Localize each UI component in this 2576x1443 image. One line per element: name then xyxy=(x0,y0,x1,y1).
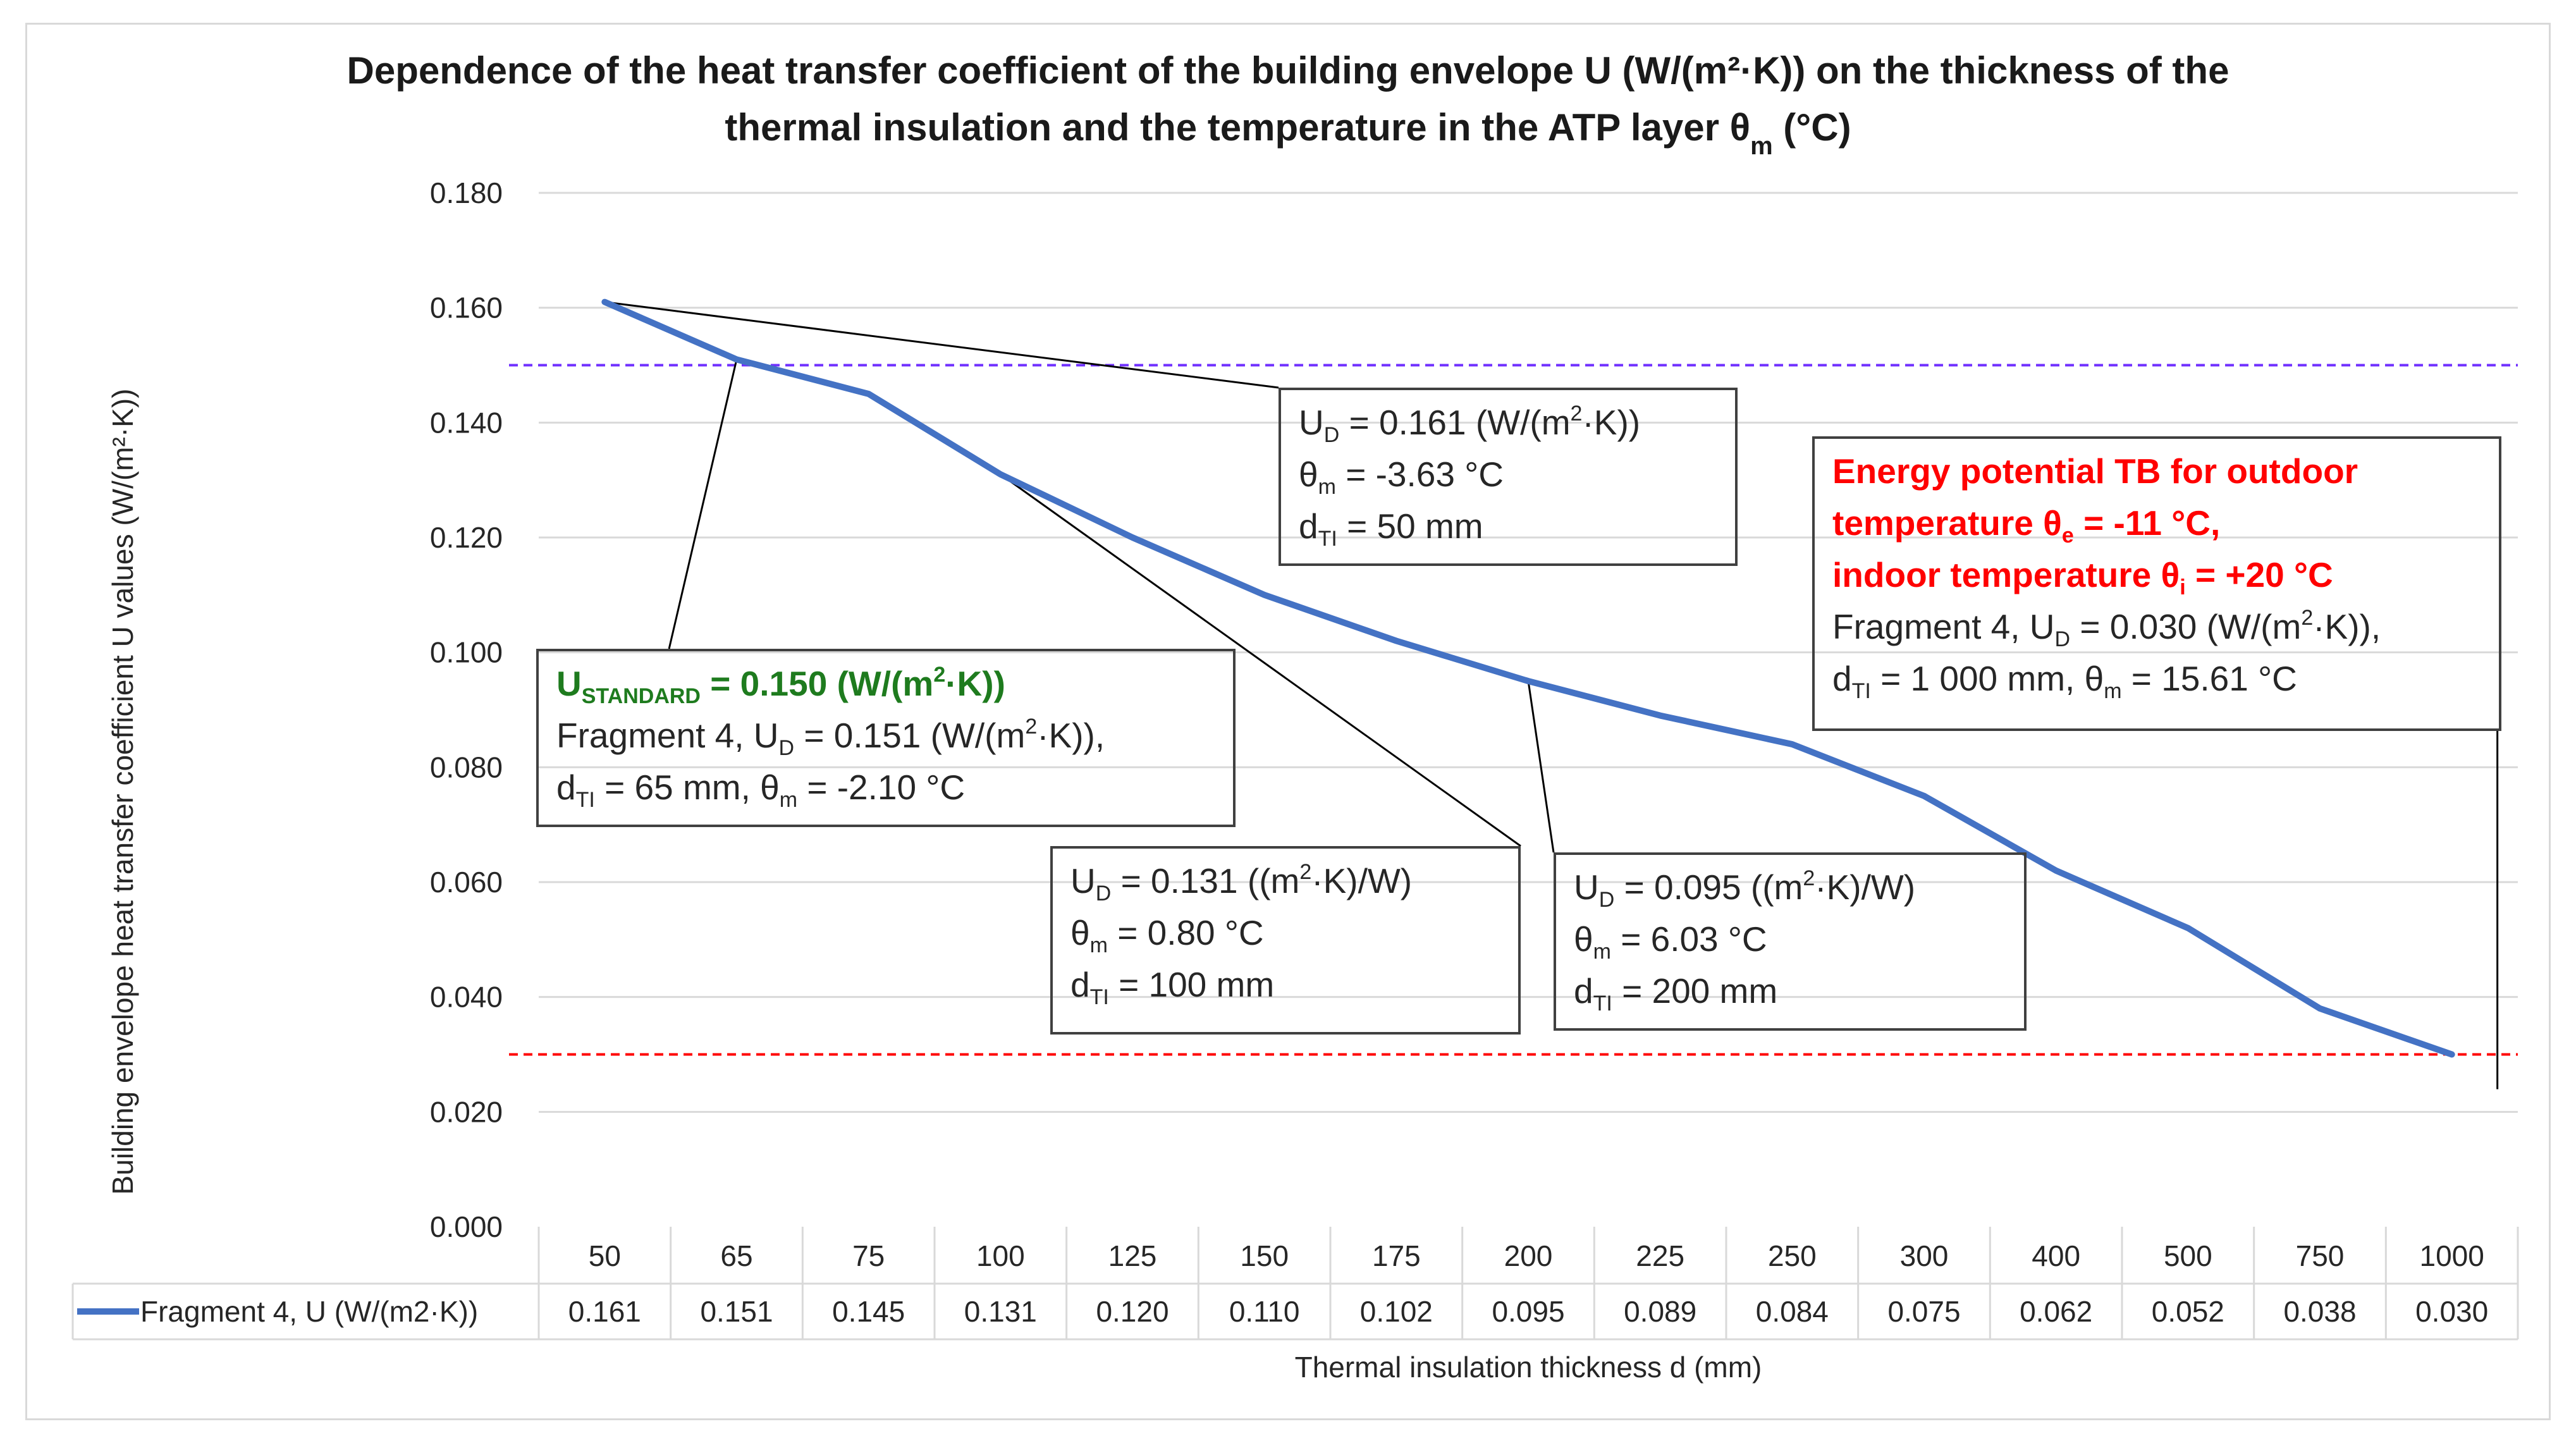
data-point xyxy=(1922,794,1926,798)
annotation-leader xyxy=(604,301,1279,389)
y-tick-label: 0.020 xyxy=(430,1095,503,1128)
annotation-line: indoor temperature θi = +20 °C xyxy=(1832,555,2333,599)
data-label: 0.030 xyxy=(2415,1295,2488,1328)
data-label: 0.102 xyxy=(1360,1295,1433,1328)
x-tick-label: 250 xyxy=(1768,1239,1817,1272)
y-tick-label: 0.140 xyxy=(430,406,503,439)
x-tick-label: 50 xyxy=(589,1239,621,1272)
x-tick-label: 100 xyxy=(976,1239,1025,1272)
annotation-line: dTI = 1 000 mm, θm = 15.61 °C xyxy=(1832,659,2297,703)
x-tick-label: 65 xyxy=(720,1239,752,1272)
data-label: 0.038 xyxy=(2283,1295,2356,1328)
annotation-line: USTANDARD = 0.150 (W/(m2·K)) xyxy=(556,663,1005,708)
annotation-line: dTI = 100 mm xyxy=(1070,965,1275,1009)
data-label: 0.145 xyxy=(832,1295,905,1328)
data-label: 0.062 xyxy=(2020,1295,2092,1328)
x-tick-label: 300 xyxy=(1900,1239,1949,1272)
chart-title-line-2: thermal insulation and the temperature i… xyxy=(725,106,1851,160)
data-label: 0.095 xyxy=(1492,1295,1564,1328)
series-layer xyxy=(601,298,2455,1058)
y-axis: 0.000 0.020 0.040 0.060 0.080 0.100 0.120 0.140… xyxy=(430,176,503,1243)
x-tick-label: 750 xyxy=(2296,1239,2345,1272)
data-point xyxy=(998,472,1003,477)
data-point xyxy=(2054,868,2058,873)
x-tick-label: 400 xyxy=(2032,1239,2080,1272)
data-label: 0.131 xyxy=(964,1295,1037,1328)
data-point xyxy=(1790,742,1794,746)
annotation-leader xyxy=(1527,680,1555,853)
y-tick-label: 0.100 xyxy=(430,636,503,669)
annotation-line: θm = 6.03 °C xyxy=(1574,919,1767,964)
data-point xyxy=(2318,1006,2322,1010)
data-point xyxy=(2450,1052,2454,1057)
annotation-line: Fragment 4, UD = 0.151 (W/(m2·K)), xyxy=(556,715,1105,760)
y-axis-label: Building envelope heat transfer coeffici… xyxy=(106,389,139,1195)
y-tick-label: 0.160 xyxy=(430,292,503,324)
x-tick-label: 500 xyxy=(2164,1239,2212,1272)
x-tick-label: 175 xyxy=(1372,1239,1421,1272)
data-label: 0.120 xyxy=(1096,1295,1168,1328)
data-table: 50 65 75 100 125 150 175 200 225 250 300 400 500 750 1… xyxy=(71,1227,2519,1341)
annotation-box-65mm-standard: USTANDARD = 0.150 (W/(m2·K)) Fragment 4,… xyxy=(536,649,1236,827)
data-label: 0.089 xyxy=(1624,1295,1696,1328)
annotation-box-200mm: UD = 0.095 ((m2·K)/W) θm = 6.03 °C dTI =… xyxy=(1554,852,2027,1031)
data-label: 0.084 xyxy=(1756,1295,1829,1328)
annotation-line: θm = -3.63 °C xyxy=(1299,455,1504,499)
chart-title-line-1: Dependence of the heat transfer coeffici… xyxy=(347,49,2229,92)
data-label: 0.161 xyxy=(568,1295,641,1328)
x-tick-label: 150 xyxy=(1240,1239,1289,1272)
annotation-line: dTI = 50 mm xyxy=(1299,507,1483,551)
data-point xyxy=(1262,593,1267,597)
annotation-line: Fragment 4, UD = 0.030 (W/(m2·K)), xyxy=(1832,606,2381,651)
annotation-line: UD = 0.131 ((m2·K)/W) xyxy=(1070,860,1413,906)
data-point xyxy=(1658,713,1662,718)
annotation-line: dTI = 65 mm, θm = -2.10 °C xyxy=(556,768,966,812)
data-point xyxy=(1394,639,1399,643)
gridlines xyxy=(539,192,2518,1113)
chart-frame xyxy=(25,23,2551,1420)
y-tick-label: 0.040 xyxy=(430,981,503,1014)
data-point xyxy=(603,300,607,304)
x-tick-label: 200 xyxy=(1504,1239,1553,1272)
data-point xyxy=(735,357,739,362)
annotation-box-1000mm-energy-potential: Energy potential TB for outdoor temperat… xyxy=(1812,436,2501,731)
data-label: 0.075 xyxy=(1887,1295,1960,1328)
data-point xyxy=(1526,679,1530,684)
annotation-line: temperature θe = -11 °C, xyxy=(1832,503,2221,548)
annotation-leaders xyxy=(604,301,2499,1090)
x-tick-label: 1000 xyxy=(2419,1239,2484,1272)
annotation-box-100mm: UD = 0.131 ((m2·K)/W) θm = 0.80 °C dTI =… xyxy=(1050,846,1521,1035)
annotation-leader xyxy=(1000,473,1521,847)
x-axis-label: Thermal insulation thickness d (mm) xyxy=(1295,1351,1762,1384)
data-point xyxy=(2186,926,2190,930)
legend-label: Fragment 4, U (W/(m2·K)) xyxy=(140,1295,478,1328)
x-tick-label: 75 xyxy=(852,1239,885,1272)
annotation-line: dTI = 200 mm xyxy=(1574,971,1778,1016)
y-tick-label: 0.060 xyxy=(430,866,503,899)
annotation-box-50mm: UD = 0.161 (W/(m2·K)) θm = -3.63 °C dTI … xyxy=(1279,388,1738,566)
x-tick-label: 225 xyxy=(1636,1239,1684,1272)
annotation-line: UD = 0.095 ((m2·K)/W) xyxy=(1574,866,1916,912)
data-label: 0.151 xyxy=(700,1295,773,1328)
annotation-line: Energy potential TB for outdoor xyxy=(1832,451,2358,491)
data-label: 0.110 xyxy=(1229,1295,1300,1328)
reference-lines xyxy=(509,364,2518,1056)
annotation-line: UD = 0.161 (W/(m2·K)) xyxy=(1299,402,1641,447)
data-label: 0.052 xyxy=(2152,1295,2224,1328)
y-tick-label: 0.180 xyxy=(430,176,503,209)
data-point xyxy=(1131,536,1134,539)
annotation-leader xyxy=(668,359,738,649)
annotation-line: θm = 0.80 °C xyxy=(1070,913,1264,957)
y-tick-label: 0.120 xyxy=(430,521,503,554)
y-tick-label: 0.080 xyxy=(430,751,503,783)
y-tick-label: 0.000 xyxy=(430,1210,503,1243)
x-tick-label: 125 xyxy=(1108,1239,1157,1272)
data-point xyxy=(866,391,871,396)
